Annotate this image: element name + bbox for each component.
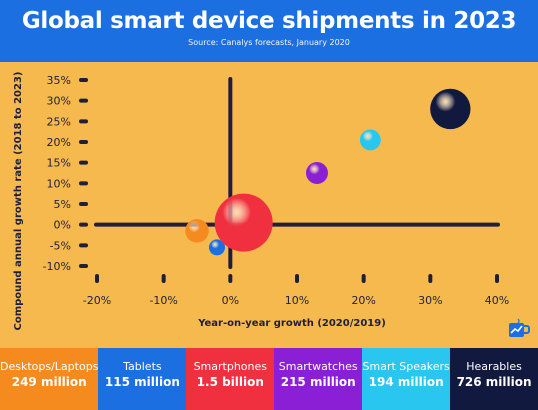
x-tick-label: -20% [83,294,111,307]
x-axis-label: Year-on-year growth (2020/2019) [197,318,386,329]
y-tick-mark [79,264,88,268]
legend-name: Smartwatches [278,360,358,373]
y-tick-label: 5% [54,198,71,211]
y-tick-label: 35% [47,74,71,87]
bubble-smartphones[interactable] [214,193,273,252]
y-tick-mark [79,119,88,124]
legend-value: 249 million [11,375,87,389]
bubble-hearables[interactable] [430,88,471,130]
x-tick-mark [295,274,299,283]
legend-value: 115 million [104,375,180,389]
x-tick-label: 10% [285,294,309,307]
legend-name: Desktops/Laptops [0,360,99,373]
legend-value: 726 million [456,375,532,389]
x-tick-label: 30% [418,294,442,307]
y-tick-mark [79,160,88,165]
legend-value: 215 million [280,375,356,389]
y-tick-label: 15% [47,157,71,170]
bubble-desktops-laptops[interactable] [185,219,209,243]
y-tick-label: -10% [43,260,71,273]
chart-title: Global smart device shipments in 2023 [21,8,517,34]
bubble-chart: 35% 30% 25% 20% 15% 10% 5% 0% -5% -10% -20% -10% 0%… [13,71,509,330]
y-tick-mark [79,140,88,144]
y-tick-label: 30% [47,95,71,108]
legend-name: Tablets [123,360,162,373]
x-tick-mark [428,274,433,283]
legend-name: Smart Speakers [362,360,450,373]
chart-mug-icon [509,318,530,337]
legend-item: Smartwatches 215 million [274,348,363,410]
x-tick-label: 0% [222,294,239,307]
legend-value: 1.5 billion [196,375,264,389]
legend-item: Smart Speakers 194 million [362,348,451,410]
y-tick-label: 20% [47,136,71,149]
x-tick-mark [361,274,366,283]
y-axis-label: Compound annual growth rate (2018 to 202… [13,71,24,330]
y-tick-label: -5% [50,239,71,252]
chart-subtitle: Source: Canalys forecasts, January 2020 [188,38,350,47]
y-tick-label: 0% [54,219,71,232]
y-tick-mark [79,243,88,248]
bubble-smartwatches[interactable] [306,162,328,184]
y-tick-mark [79,202,88,206]
y-tick-mark [79,181,88,186]
y-tick-label: 10% [47,177,71,190]
legend: Desktops/Laptops 249 million Tablets 115 mi… [0,348,538,410]
x-tick-mark [95,274,99,283]
y-tick-label: 25% [47,115,71,128]
legend-item: Desktops/Laptops 249 million [0,348,99,410]
legend-value: 194 million [368,375,444,389]
y-tick-mark [79,78,88,82]
bubble-smart-speakers[interactable] [359,129,381,151]
x-tick-mark [495,274,499,283]
x-tick-label: 20% [351,294,375,307]
x-tick-mark [228,274,233,283]
x-zero-axis [94,222,500,227]
x-tick-label: 40% [485,294,509,307]
legend-name: Hearables [466,360,522,373]
bubble-tablets[interactable] [208,239,226,256]
legend-item: Smartphones 1.5 billion [186,348,275,410]
legend-item: Hearables 726 million [450,348,538,410]
x-tick-mark [161,274,166,283]
y-tick-mark [79,98,88,103]
legend-name: Smartphones [193,360,268,373]
y-tick-mark [79,222,88,227]
x-tick-label: -10% [149,294,177,307]
chart-header: Global smart device shipments in 2023 So… [0,0,538,62]
legend-item: Tablets 115 million [98,348,187,410]
